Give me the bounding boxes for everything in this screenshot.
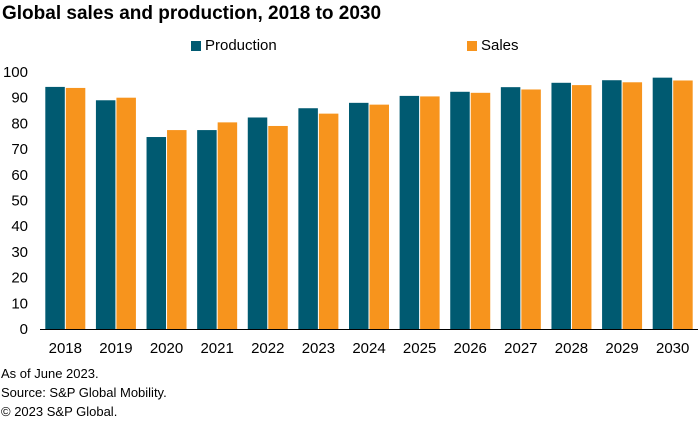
bar-production-2021 [197, 130, 217, 329]
y-tick-label: 40 [11, 218, 28, 235]
note-copyright: © 2023 S&P Global. [1, 404, 118, 419]
y-tick-label: 70 [11, 141, 28, 158]
y-tick-label: 20 [11, 270, 28, 287]
legend-item-production: Production [191, 37, 277, 54]
chart-legend: Production Sales [0, 37, 700, 57]
x-tick-label: 2023 [302, 340, 335, 357]
legend-label-production: Production [205, 37, 277, 54]
bar-production-2030 [652, 77, 673, 330]
legend-label-sales: Sales [481, 37, 519, 54]
x-tick-label: 2029 [605, 340, 638, 357]
legend-swatch-production [191, 40, 201, 51]
x-tick-label: 2028 [555, 340, 588, 357]
x-tick-label: 2020 [150, 340, 183, 357]
bar-sales-2027 [521, 89, 541, 329]
y-tick-label: 60 [11, 167, 28, 184]
bar-sales-2029 [622, 82, 643, 329]
bar-production-2020 [146, 137, 167, 329]
y-tick-label: 30 [11, 244, 28, 261]
x-tick-label: 2030 [656, 340, 689, 357]
x-tick-label: 2019 [99, 340, 132, 357]
bar-sales-2023 [318, 113, 339, 329]
y-tick-label: 90 [11, 90, 28, 107]
bar-sales-2030 [673, 80, 693, 329]
bar-production-2029 [602, 80, 622, 329]
bar-production-2028 [551, 82, 571, 329]
y-tick-label: 80 [11, 115, 28, 132]
legend-swatch-sales [467, 40, 477, 51]
x-tick-label: 2021 [200, 340, 233, 357]
x-tick-label: 2027 [504, 340, 537, 357]
x-tick-label: 2026 [454, 340, 487, 357]
bar-sales-2024 [369, 104, 389, 329]
bar-sales-2028 [571, 85, 592, 330]
bar-sales-2026 [470, 92, 491, 329]
bar-sales-2022 [268, 125, 288, 329]
bar-production-2025 [399, 95, 420, 329]
bar-production-2022 [247, 117, 268, 329]
bar-production-2023 [298, 108, 318, 329]
note-source: Source: S&P Global Mobility. [1, 385, 167, 400]
bar-sales-2020 [167, 130, 187, 329]
bar-sales-2021 [217, 122, 238, 329]
y-tick-label: 0 [20, 321, 28, 338]
bar-production-2026 [450, 91, 470, 329]
y-tick-label: 100 [3, 64, 28, 81]
y-tick-label: 50 [11, 193, 28, 210]
x-tick-label: 2025 [403, 340, 436, 357]
x-tick-label: 2022 [251, 340, 284, 357]
bar-sales-2025 [420, 96, 440, 329]
bar-production-2027 [500, 87, 521, 330]
bar-production-2018 [45, 86, 65, 329]
note-as-of: As of June 2023. [1, 366, 99, 381]
x-tick-label: 2018 [49, 340, 82, 357]
x-tick-label: 2024 [352, 340, 385, 357]
y-tick-label: 10 [11, 295, 28, 312]
legend-item-sales: Sales [467, 37, 519, 54]
chart-notes: As of June 2023. Source: S&P Global Mobi… [1, 364, 167, 421]
chart-title: Global sales and production, 2018 to 203… [2, 3, 382, 24]
bar-sales-2018 [65, 87, 86, 330]
bar-production-2024 [349, 102, 369, 329]
bar-production-2019 [95, 100, 116, 330]
bar-sales-2019 [116, 97, 136, 329]
